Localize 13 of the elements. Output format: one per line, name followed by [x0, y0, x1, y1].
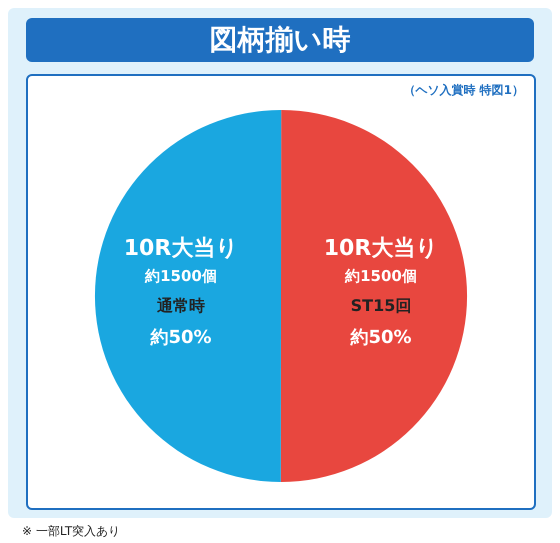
slice-label: ST15回	[350, 296, 412, 316]
text: 約1500個	[144, 266, 217, 285]
chart-subtitle: （ヘソ入賞時 特図1）	[403, 82, 524, 99]
slice-label: 通常時	[156, 296, 205, 315]
data-label: 約50%	[149, 326, 212, 348]
text: 約1500個	[344, 267, 417, 286]
text: ※ 一部LT突入あり	[22, 523, 120, 540]
data-label: 約50%	[349, 327, 412, 348]
text: 10R大当り	[124, 236, 238, 261]
pie-slice	[280, 110, 467, 482]
pie-slice	[95, 110, 282, 482]
text: 10R大当り	[324, 236, 438, 262]
chart-title: 図柄揃い時	[26, 18, 534, 62]
